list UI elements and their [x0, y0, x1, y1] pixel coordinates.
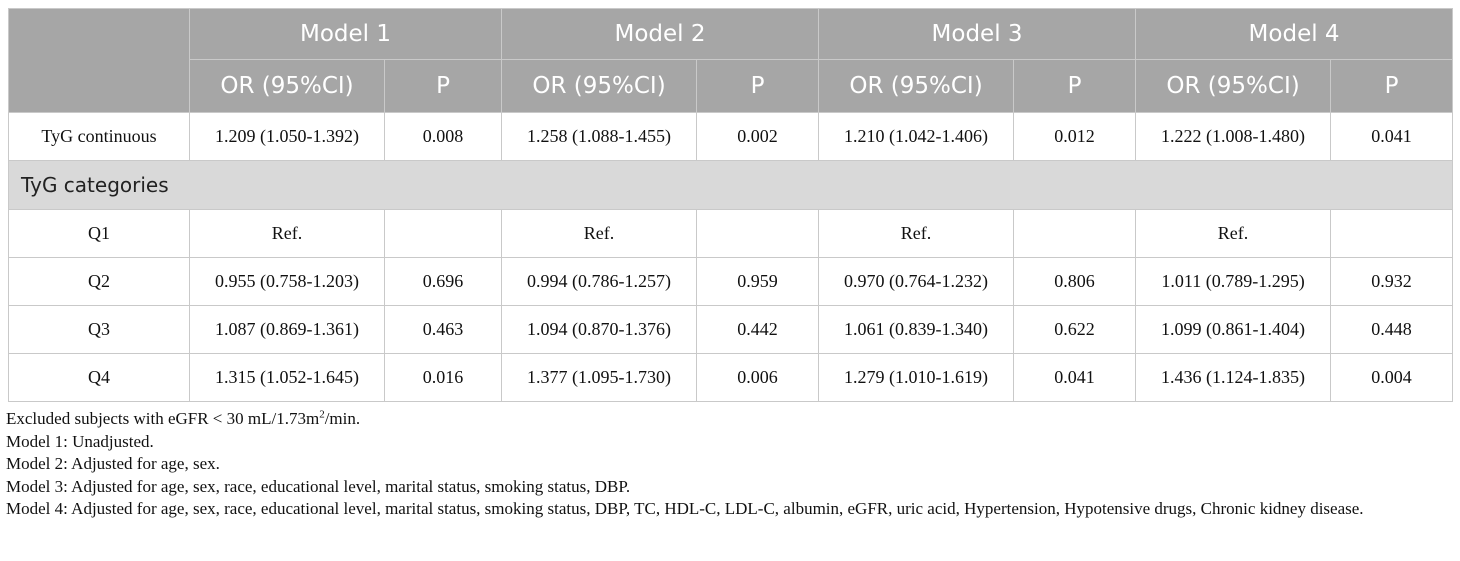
cell: Ref. — [1135, 209, 1332, 258]
column-header: P — [383, 59, 503, 113]
cell — [1013, 209, 1137, 258]
section-row: TyG categories — [7, 160, 1454, 210]
column-header: P — [1013, 59, 1137, 113]
cell: 1.061 (0.839-1.340) — [818, 305, 1015, 354]
row-label: Q1 — [8, 209, 190, 258]
cell: 1.279 (1.010-1.619) — [818, 353, 1015, 402]
cell: 0.016 — [383, 353, 503, 402]
cell: 1.258 (1.088-1.455) — [501, 112, 698, 161]
cell: 0.932 — [1330, 257, 1454, 306]
cell: 0.970 (0.764-1.232) — [818, 257, 1015, 306]
note: Model 3: Adjusted for age, sex, race, ed… — [6, 476, 631, 496]
cell: 0.696 — [383, 257, 503, 306]
cell: Ref. — [189, 209, 385, 258]
data-row: Q3 1.087 (0.869-1.361) 0.463 1.094 (0.870-1… — [8, 305, 1454, 354]
cell: 1.222 (1.008-1.480) — [1135, 112, 1332, 161]
data-row: Q4 1.315 (1.052-1.645) 0.016 1.377 (1.095-1… — [8, 353, 1454, 402]
cell: 1.209 (1.050-1.392) — [189, 112, 385, 161]
model-header: Model 3 — [818, 8, 1137, 60]
column-header: OR (95%CI) — [1135, 59, 1332, 113]
cell: 1.094 (0.870-1.376) — [501, 305, 698, 354]
footnotes: Excluded subjects with eGFR < 30 mL/1.73… — [6, 408, 1452, 521]
note: Excluded subjects with eGFR < 30 mL/1.73… — [6, 408, 1452, 431]
note-text: /min. — [324, 409, 361, 428]
cell — [1330, 209, 1454, 258]
subheader-row: OR (95%CI) P OR (95%CI) P OR (95%CI) P OR (95%… — [9, 59, 1454, 113]
cell: 0.442 — [696, 305, 820, 354]
cell: 0.041 — [1013, 353, 1137, 402]
model-header: Model 4 — [1135, 8, 1454, 60]
row-label: Q3 — [8, 305, 190, 354]
table-wrap: Model 1 Model 2 Model 3 Model 4 OR (95%CI) P O… — [7, 8, 1454, 402]
cell: 0.008 — [383, 112, 503, 161]
data-row: Q1 Ref. Ref. Ref. Ref. — [8, 209, 1454, 258]
cell: 1.011 (0.789-1.295) — [1135, 257, 1332, 306]
row-label: Q2 — [8, 257, 190, 306]
row-label: Q4 — [8, 353, 190, 402]
cell: 0.002 — [696, 112, 820, 161]
superscript: 2 — [319, 408, 325, 421]
cell — [383, 209, 503, 258]
cell: 0.955 (0.758-1.203) — [189, 257, 385, 306]
cell: 1.099 (0.861-1.404) — [1135, 305, 1332, 354]
note: Model 1: Unadjusted. — [6, 431, 154, 451]
results-table: Model 1 Model 2 Model 3 Model 4 OR (95%CI) P O… — [7, 8, 1454, 402]
cell: 1.210 (1.042-1.406) — [818, 112, 1015, 161]
column-header: OR (95%CI) — [501, 59, 698, 113]
cell: 1.436 (1.124-1.835) — [1135, 353, 1332, 402]
column-header: OR (95%CI) — [189, 59, 385, 113]
data-row: TyG continuous 1.209 (1.050-1.392) 0.008 1.… — [8, 112, 1454, 161]
cell: 0.041 — [1330, 112, 1454, 161]
model-header: Model 1 — [188, 8, 503, 60]
cell: 0.448 — [1330, 305, 1454, 354]
column-header: P — [696, 59, 820, 113]
cell: 1.315 (1.052-1.645) — [189, 353, 385, 402]
cell: 0.622 — [1013, 305, 1137, 354]
note: Model 4: Adjusted for age, sex, race, ed… — [6, 499, 1364, 518]
cell: 0.012 — [1013, 112, 1137, 161]
cell: Ref. — [501, 209, 698, 258]
row-label: TyG continuous — [8, 112, 190, 161]
cell: 0.959 — [696, 257, 820, 306]
data-row: Q2 0.955 (0.758-1.203) 0.696 0.994 (0.786-1… — [8, 257, 1454, 306]
cell: 1.377 (1.095-1.730) — [501, 353, 698, 402]
model-header: Model 2 — [501, 8, 820, 60]
cell: 0.004 — [1330, 353, 1454, 402]
note: Model 2: Adjusted for age, sex. — [6, 454, 220, 473]
cell: 1.087 (0.869-1.361) — [189, 305, 385, 354]
cell: 0.806 — [1013, 257, 1137, 306]
note-text: Excluded subjects with eGFR < 30 mL/1.73… — [6, 409, 320, 428]
corner-cell — [8, 8, 190, 113]
cell: 0.463 — [383, 305, 503, 354]
column-header: OR (95%CI) — [818, 59, 1015, 113]
cell: 0.006 — [696, 353, 820, 402]
column-header: P — [1330, 59, 1454, 113]
section-label: TyG categories — [7, 160, 1454, 210]
cell — [696, 209, 820, 258]
cell: Ref. — [818, 209, 1015, 258]
header-row: Model 1 Model 2 Model 3 Model 4 — [8, 8, 1454, 113]
cell: 0.994 (0.786-1.257) — [501, 257, 698, 306]
